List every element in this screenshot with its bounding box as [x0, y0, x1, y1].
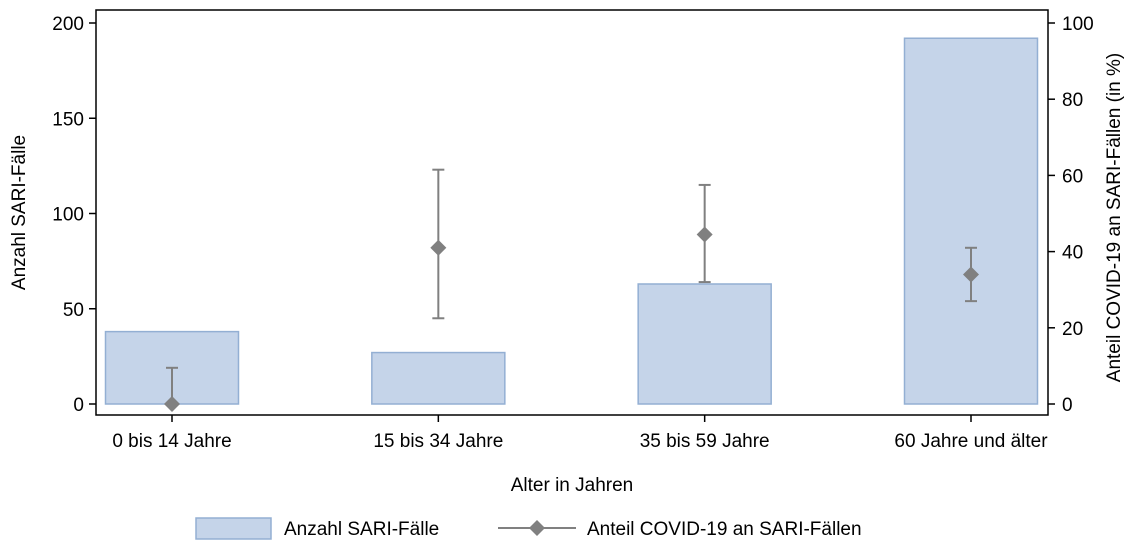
y-tick-label-left-150: 150 [52, 109, 84, 130]
y-tick-label-right-0: 0 [1062, 395, 1073, 416]
y-tick-label-right-100: 100 [1062, 14, 1094, 35]
y-tick-label-left-200: 200 [52, 14, 84, 35]
point-60-jahre-und-lter [963, 266, 979, 283]
bars-layer [104, 37, 1039, 405]
y-axis-title-left: Anzahl SARI-Fälle [9, 135, 30, 290]
legend-bar-swatch [195, 517, 272, 540]
legend: Anzahl SARI-Fälle Anteil COVID-19 an SAR… [195, 517, 862, 540]
y-tick-label-right-20: 20 [1062, 319, 1083, 340]
y-tick-label-right-40: 40 [1062, 243, 1083, 264]
point-0-bis-14-jahre [164, 396, 180, 412]
x-axis-title: Alter in Jahren [511, 475, 634, 496]
axes-layer: 0 50 100 150 200 0 20 40 60 80 100 0 bis 14 Jahre 15… [52, 14, 1093, 452]
legend-bar-label: Anzahl SARI-Fälle [284, 519, 439, 540]
point-35-bis-59-jahre [696, 226, 713, 243]
y-axis-title-right: Anteil COVID-19 an SARI-Fällen (in %) [1104, 53, 1125, 382]
bar-35-bis-59-jahre [637, 283, 772, 405]
bar-60-jahre-und-lter [903, 37, 1039, 405]
x-tick-label-0-bis-14-jahre: 0 bis 14 Jahre [112, 431, 231, 452]
point-15-bis-34-jahre [430, 239, 447, 256]
y-tick-label-left-0: 0 [73, 395, 84, 416]
bar-15-bis-34-jahre [371, 351, 506, 405]
points-layer [164, 168, 979, 412]
x-tick-label-60-jahre-und-lter: 60 Jahre und älter [894, 431, 1048, 452]
x-tick-label-15-bis-34-jahre: 15 bis 34 Jahre [373, 431, 503, 452]
legend-point-marker [529, 520, 545, 536]
plot-frame [95, 9, 1049, 416]
x-tick-label-35-bis-59-jahre: 35 bis 59 Jahre [640, 431, 770, 452]
y-tick-label-left-100: 100 [52, 205, 84, 226]
legend-point-label: Anteil COVID-19 an SARI-Fällen [587, 519, 862, 540]
y-tick-label-right-80: 80 [1062, 90, 1083, 111]
y-tick-label-right-60: 60 [1062, 166, 1083, 187]
y-tick-label-left-50: 50 [63, 300, 84, 321]
